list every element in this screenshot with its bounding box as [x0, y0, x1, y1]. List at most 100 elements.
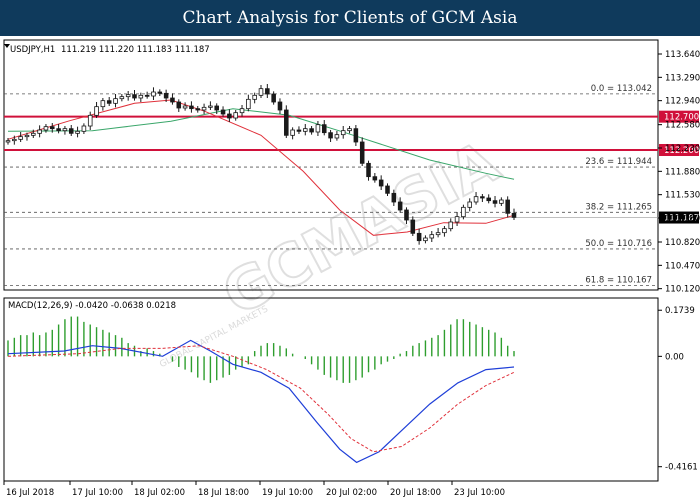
y-tick-label: 113.640	[665, 50, 700, 60]
candle-body	[423, 237, 428, 242]
candle-body	[284, 109, 289, 136]
y-tick-label: 112.940	[665, 97, 700, 107]
fast-moving-average-line	[7, 99, 515, 236]
y-tick-label: 112.230	[665, 144, 700, 154]
candle-body	[208, 105, 213, 108]
candle-body	[195, 108, 201, 111]
candle-body	[271, 93, 276, 103]
candle-body	[220, 109, 226, 115]
y-tick-label: 110.120	[665, 285, 700, 295]
candle-body	[321, 124, 327, 134]
ohlc-label: 111.219 111.220 111.183 111.187	[61, 45, 210, 55]
candle-body	[277, 101, 283, 111]
candle-body	[176, 101, 182, 109]
resistance-price-label: 112.700	[664, 113, 699, 123]
candle-body	[372, 176, 378, 181]
candle-body	[5, 140, 11, 143]
candle-body	[429, 234, 435, 239]
candle-body	[182, 105, 188, 109]
candle-body	[252, 94, 257, 100]
candle-body	[334, 134, 340, 139]
price-chart[interactable]: GCMASIA GLOBAL CAPITAL MARKETS 0.0 = 113…	[0, 36, 700, 500]
y-tick-label: 111.530	[665, 191, 700, 201]
candle-body	[94, 106, 99, 116]
macd-y-tick-label: 0.00	[665, 352, 684, 362]
dropdown-icon[interactable]	[4, 44, 10, 48]
symbol-label: USDJPY,H1	[10, 45, 55, 55]
candle-body	[416, 232, 422, 242]
candle-body	[391, 192, 397, 203]
candle-body	[87, 114, 93, 127]
candle-body	[50, 126, 55, 130]
x-tick-label: 20 Jul 18:00	[390, 488, 441, 498]
y-tick-label: 110.820	[665, 238, 700, 248]
candle-body	[37, 129, 42, 134]
candle-body	[340, 130, 346, 136]
candle-body	[170, 97, 175, 103]
fib-label: 38.2 = 111.265	[585, 202, 652, 212]
candle-body	[43, 126, 49, 131]
candle-body	[359, 141, 365, 164]
candle-body	[265, 88, 270, 95]
x-tick-label: 17 Jul 10:00	[72, 488, 123, 498]
fib-label: 50.0 = 110.716	[585, 239, 652, 249]
y-tick-label: 111.180	[665, 214, 700, 224]
x-tick-label: 19 Jul 10:00	[262, 488, 313, 498]
candle-body	[125, 94, 131, 98]
candle-body	[157, 91, 163, 94]
candle-body	[328, 132, 333, 139]
candle-body	[119, 96, 125, 100]
candle-body	[492, 200, 498, 204]
candle-body	[296, 129, 302, 132]
candle-body	[347, 128, 352, 132]
candle-body	[511, 212, 517, 218]
candle-body	[303, 128, 308, 132]
candle-body	[315, 124, 321, 133]
candle-body	[113, 98, 118, 104]
x-tick-label: 18 Jul 02:00	[134, 488, 185, 498]
resistance-price-tag	[659, 110, 699, 123]
candle-body	[56, 128, 61, 132]
candle-body	[132, 94, 137, 99]
x-tick-label: 20 Jul 02:00	[326, 488, 377, 498]
x-tick-label: 16 Jul 2018	[6, 488, 54, 498]
candle-body	[448, 221, 454, 230]
candle-body	[486, 197, 491, 202]
candle-body	[404, 209, 409, 221]
candle-body	[397, 201, 403, 211]
candle-body	[151, 91, 156, 97]
candle-body	[246, 98, 251, 110]
candle-body	[81, 125, 87, 132]
candle-body	[106, 100, 112, 104]
resistance-price-label: 112.200	[664, 146, 699, 156]
banner-title: Chart Analysis for Clients of GCM Asia	[0, 0, 700, 36]
x-tick-label: 18 Jul 18:00	[198, 488, 249, 498]
fib-label: 61.8 = 110.167	[585, 276, 652, 286]
candle-body	[138, 94, 144, 99]
candle-body	[68, 128, 74, 134]
resistance-price-tag	[659, 144, 699, 156]
macd-panel	[3, 297, 659, 482]
candle-body	[410, 219, 416, 234]
fib-label: 23.6 = 111.944	[585, 157, 652, 167]
y-tick-label: 112.580	[665, 121, 700, 131]
candle-body	[31, 132, 36, 136]
macd-y-tick-label: 0.1739	[665, 306, 695, 316]
candle-body	[473, 196, 479, 203]
candle-body	[62, 128, 68, 132]
candle-body	[163, 92, 169, 99]
candle-body	[480, 196, 485, 199]
fib-label: 0.0 = 113.042	[591, 84, 652, 94]
candle-body	[100, 100, 106, 108]
candle-body	[12, 138, 17, 142]
candle-body	[442, 228, 447, 234]
macd-signal-line	[7, 345, 515, 453]
chart-header: USDJPY,H1 111.219 111.220 111.183 111.18…	[10, 45, 210, 55]
candle-body	[454, 216, 460, 223]
candle-body	[435, 232, 441, 236]
candle-body	[505, 199, 510, 214]
y-tick-label: 110.470	[665, 261, 700, 271]
candle-body	[189, 105, 194, 110]
x-tick-label: 23 Jul 10:00	[454, 488, 505, 498]
candle-body	[461, 206, 466, 218]
